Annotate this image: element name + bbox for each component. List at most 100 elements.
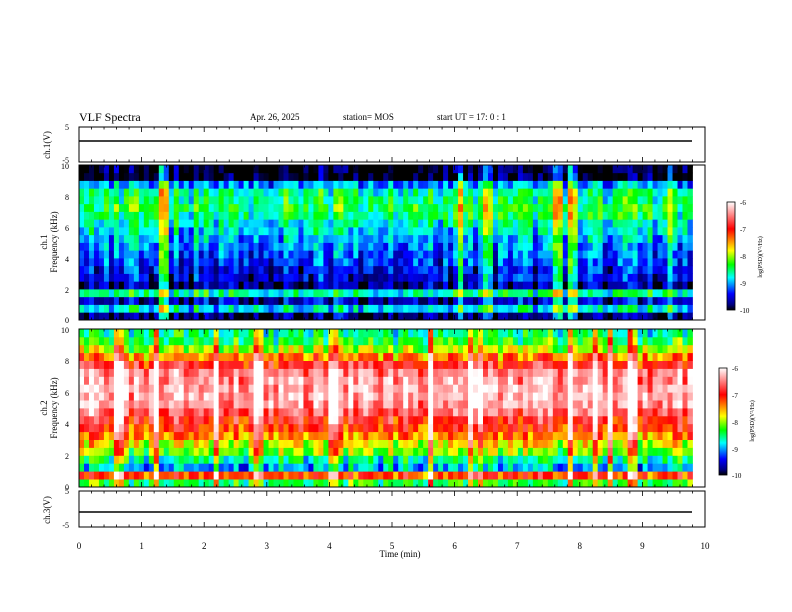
ch2spec-cell xyxy=(662,423,668,433)
ch1spec-cell xyxy=(542,172,549,181)
ch1spec-cell xyxy=(243,227,249,236)
ch1spec-cell xyxy=(458,165,464,174)
ch2spec-cell xyxy=(418,344,424,354)
ch1spec-cell xyxy=(168,312,175,321)
ch2spec-cell xyxy=(233,439,240,448)
ch2spec-cell xyxy=(143,463,150,472)
ch2spec-cell xyxy=(647,344,653,354)
ch1spec-cell xyxy=(632,219,639,228)
ch2spec-cell xyxy=(667,336,673,346)
ch2spec-cell xyxy=(83,447,90,456)
ch2spec-cell xyxy=(348,329,354,338)
ch1spec-cell xyxy=(228,180,235,189)
ch2spec-cell xyxy=(133,439,140,448)
ch1spec-cell xyxy=(138,265,145,274)
ch2spec-cell xyxy=(592,463,599,472)
ch2spec-cell xyxy=(308,400,314,409)
ch1spec-cell xyxy=(423,234,429,243)
ch2spec-cell xyxy=(687,408,693,417)
ch2spec-cell xyxy=(273,400,279,409)
ch2spec-cell xyxy=(103,368,110,377)
ch1spec-cell xyxy=(198,273,205,282)
ch2spec-cell xyxy=(193,376,200,385)
ch2spec-cell xyxy=(208,408,215,417)
ch1spec-cell xyxy=(338,188,344,197)
ch1spec-cell xyxy=(188,196,195,205)
ch2spec-cell xyxy=(268,408,274,417)
ch2spec-cell xyxy=(622,336,629,346)
ch1spec-cell xyxy=(473,281,479,290)
ch1spec-cell xyxy=(243,203,249,212)
ch1spec-cell xyxy=(592,188,599,197)
ch1spec-cell xyxy=(522,312,529,321)
ch2spec-cell xyxy=(318,360,324,369)
ch2spec-cell xyxy=(458,392,464,401)
ch2spec-cell xyxy=(183,376,190,385)
ch1spec-cell xyxy=(313,203,319,212)
ch2spec-cell xyxy=(423,408,429,417)
ch1spec-cell xyxy=(532,304,539,313)
ch1spec-cell xyxy=(627,273,634,282)
ch1spec-cell xyxy=(298,234,304,243)
ch2spec-cell xyxy=(188,352,195,361)
ch1spec-cell xyxy=(108,180,115,189)
ch1spec-cell xyxy=(168,219,175,228)
ch2spec-cell xyxy=(398,479,404,488)
ch2spec-cell xyxy=(288,447,294,456)
ch1spec-cell xyxy=(328,265,334,274)
ch2spec-cell xyxy=(123,376,130,385)
ch1spec-cell xyxy=(572,312,579,321)
ch2spec-cell xyxy=(218,368,225,377)
ch1spec-cell xyxy=(253,281,259,290)
ch2spec-cell xyxy=(118,400,125,409)
ch2spec-cell xyxy=(323,352,329,361)
ch1spec-cell xyxy=(687,211,693,220)
ch2spec-cell xyxy=(168,408,175,417)
ch2spec-cell xyxy=(343,447,349,456)
ch1spec-cell xyxy=(428,289,434,298)
ch1spec-cell xyxy=(682,227,688,236)
ch2spec-cell xyxy=(113,423,120,433)
ch1spec-cell xyxy=(253,258,259,267)
ch1spec-cell xyxy=(532,196,539,205)
ch1spec-cell xyxy=(687,203,693,212)
ch2spec-cell xyxy=(268,463,274,472)
ch2spec-cell xyxy=(198,400,205,409)
ch1spec-cell xyxy=(308,296,314,305)
ch2spec-cell xyxy=(557,479,564,488)
ch1spec-cell xyxy=(637,203,644,212)
ch1spec-cell xyxy=(642,273,648,282)
ch1spec-cell xyxy=(168,265,175,274)
ch2spec-cell xyxy=(562,431,569,440)
ch2spec-cell xyxy=(358,392,364,401)
ch1spec-cell xyxy=(368,312,374,321)
ch2spec-cell xyxy=(473,352,479,361)
ch1spec-cell xyxy=(562,273,569,282)
ch1spec-cell xyxy=(363,172,369,181)
ch2spec-cell xyxy=(423,360,429,369)
ch1spec-cell xyxy=(98,265,105,274)
ch2spec-cell xyxy=(617,455,624,464)
ch1spec-cell xyxy=(163,188,170,197)
ch1spec-cell xyxy=(502,242,509,251)
ch2spec-cell xyxy=(637,463,644,472)
ch1spec-cell xyxy=(153,304,160,313)
ch2spec-cell xyxy=(233,479,240,488)
ch2spec-cell xyxy=(298,415,304,425)
ch1spec-cell xyxy=(572,196,579,205)
ch2spec-cell xyxy=(243,463,249,472)
ch2spec-cell xyxy=(233,336,240,346)
ch1spec-cell xyxy=(158,312,165,321)
ch1spec-cell xyxy=(108,296,115,305)
ch2spec-cell xyxy=(687,431,693,440)
ch1spec-cell xyxy=(193,188,200,197)
ch2spec-cell xyxy=(607,336,614,346)
ch1spec-cell xyxy=(383,165,389,174)
ch1spec-cell xyxy=(562,242,569,251)
ch1spec-cell xyxy=(567,219,574,228)
ch2spec-cell xyxy=(507,344,514,354)
ch2spec-cell xyxy=(687,376,693,385)
ch1spec-cell xyxy=(173,250,180,259)
ch2spec-cell xyxy=(532,463,539,472)
ch2spec-cell xyxy=(487,463,494,472)
